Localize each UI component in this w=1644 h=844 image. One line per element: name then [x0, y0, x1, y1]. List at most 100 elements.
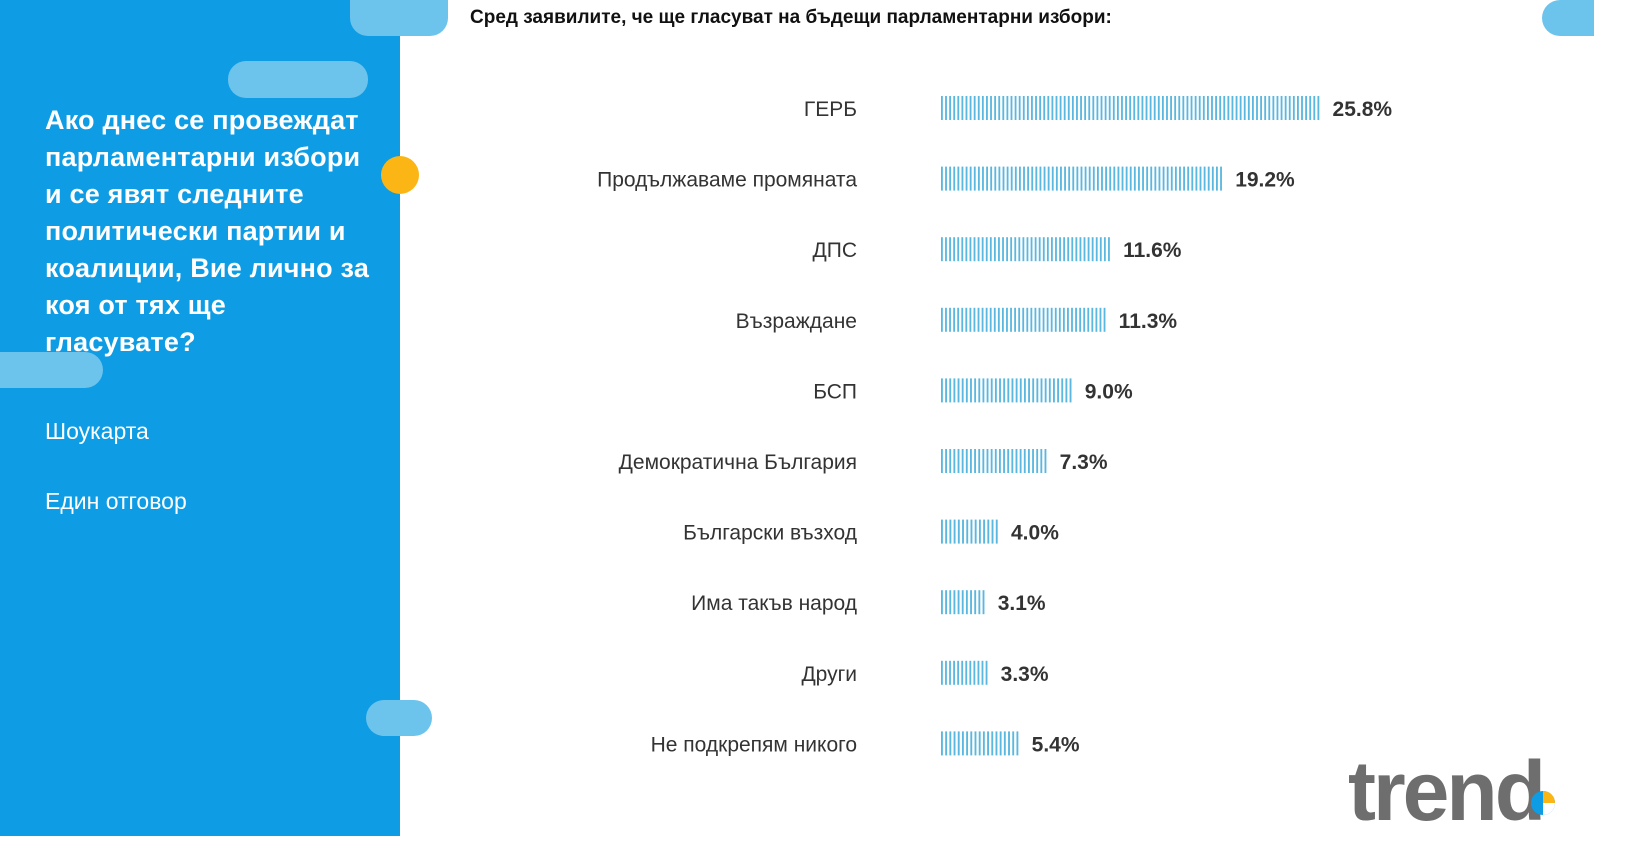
bar-stripe — [1007, 378, 1010, 403]
bar-stripe — [981, 660, 984, 685]
bar-stripe — [1039, 96, 1042, 120]
bar-stripe — [1014, 96, 1017, 120]
bar-stripe — [1121, 166, 1124, 191]
bar-stripe — [1091, 307, 1094, 332]
decorative-pill-lower — [366, 700, 432, 736]
bar-stripe — [953, 590, 956, 615]
bar-stripe — [1011, 378, 1014, 403]
bar-stripe — [1067, 307, 1069, 332]
bar-stripe — [941, 519, 943, 544]
bar-stripe — [994, 96, 997, 120]
bar-stripe — [1042, 307, 1045, 332]
bar-stripe — [1174, 96, 1177, 120]
bar-stripe — [977, 660, 980, 685]
question-type-label: Шоукарта — [45, 418, 149, 444]
bar-stripe — [982, 731, 985, 756]
bar-stripe — [1048, 378, 1051, 403]
bar-stripe — [957, 378, 960, 403]
bar-stripe — [1080, 166, 1083, 191]
bar-stripe — [941, 449, 943, 473]
bar-stripe — [982, 449, 985, 473]
bar-stripe — [998, 237, 1000, 262]
bar-stripe — [1063, 96, 1066, 120]
bar-stripe — [949, 519, 952, 544]
bar-stripe — [1260, 96, 1263, 120]
bar-stripe — [1112, 96, 1115, 120]
bar-stripe — [953, 237, 956, 262]
bar-stripe — [1219, 96, 1222, 120]
bar-stripe — [1008, 731, 1010, 756]
bar-stripe — [1027, 166, 1030, 191]
bar-stripe — [957, 237, 960, 262]
value-label: 11.3% — [1119, 310, 1178, 333]
bar-stripe — [957, 166, 960, 191]
bar-stripe — [999, 731, 1002, 756]
bar-stripe — [1019, 449, 1022, 473]
bar-stripe — [945, 378, 948, 403]
bar-stripe — [1062, 307, 1065, 332]
bar-stripe — [1161, 96, 1164, 120]
bar-stripe — [1067, 237, 1070, 262]
bar-stripe — [1087, 307, 1090, 332]
bar-stripe — [1003, 378, 1006, 403]
category-label: Демократична България — [619, 451, 857, 474]
bar-stripe — [945, 237, 947, 262]
bar-stripe — [1030, 307, 1033, 332]
bar-stripe — [1084, 166, 1087, 191]
bar-stripe — [969, 237, 972, 262]
bar-stripe — [1199, 166, 1202, 191]
bar-stripe — [1040, 449, 1043, 473]
bar-stripe — [1187, 166, 1190, 191]
bar-stripe — [1301, 96, 1303, 120]
bar-stripe — [1026, 96, 1029, 120]
bar-stripe — [1010, 307, 1012, 332]
bar-stripe — [1023, 449, 1026, 473]
bar-stripe — [949, 307, 951, 332]
bar-stripe — [1096, 96, 1099, 120]
bar-stripe — [957, 519, 960, 544]
bar-stripe — [945, 307, 947, 332]
bar-stripe — [1198, 96, 1201, 120]
bar-stripe — [961, 590, 964, 615]
bar-stripe — [1006, 166, 1009, 191]
bar-stripe — [1047, 166, 1050, 191]
bar-stripe — [1084, 96, 1087, 120]
bar-stripe — [1055, 237, 1057, 262]
bar-stripe — [961, 731, 964, 756]
bar-stripe — [1001, 307, 1004, 332]
bar-stripe — [1264, 96, 1267, 120]
bar-stripe — [961, 307, 964, 332]
bar-stripe — [982, 378, 985, 403]
bar-stripe — [953, 307, 956, 332]
bar-stripe — [970, 519, 973, 544]
bar-stripe — [1276, 96, 1279, 120]
bar-stripe — [966, 731, 969, 756]
bar-stripe — [1268, 96, 1271, 120]
value-label: 7.3% — [1060, 451, 1108, 474]
bar-stripe — [945, 731, 948, 756]
bar-stripe — [977, 307, 980, 332]
bar-stripe — [981, 237, 984, 262]
bar-stripe — [1068, 166, 1071, 191]
bar-stripe — [974, 449, 976, 473]
bar-stripe — [1038, 307, 1041, 332]
bar-stripe — [990, 449, 993, 473]
bar-stripe — [957, 96, 960, 120]
bar-stripe — [1047, 96, 1050, 120]
bar-stripe — [945, 590, 948, 615]
bar-stripe — [995, 731, 998, 756]
bar-stripe — [1280, 96, 1283, 120]
bar-stripe — [989, 307, 992, 332]
bar-stripe — [973, 660, 976, 685]
bar-stripe — [998, 449, 1001, 473]
bar-stripe — [961, 237, 964, 262]
bar-stripe — [1125, 166, 1128, 191]
bar-stripe — [997, 307, 1000, 332]
bar-stripe — [1044, 449, 1047, 473]
bar — [941, 307, 1106, 332]
bar-stripe — [1015, 378, 1018, 403]
bar-stripe — [1317, 96, 1320, 120]
bar-stripe — [1012, 731, 1015, 756]
bar-stripe — [1206, 96, 1209, 120]
